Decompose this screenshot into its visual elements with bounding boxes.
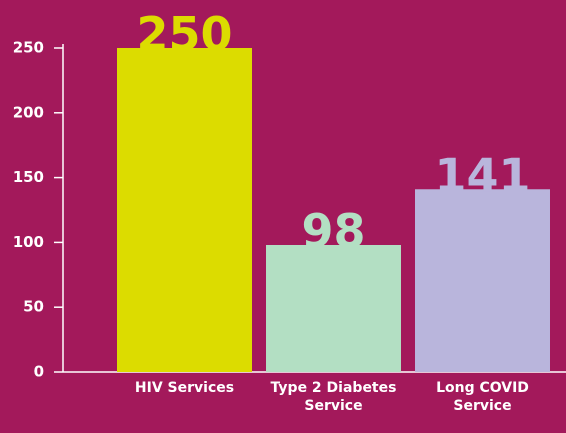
y-tick-label: 200: [13, 103, 44, 121]
x-label-box: Long COVID Service: [436, 380, 529, 414]
bar: [266, 244, 401, 372]
value-label: 98: [301, 204, 365, 258]
y-tick-label: 100: [13, 233, 44, 251]
x-tick-label: HIV Services: [134, 380, 235, 396]
value-label: 250: [136, 7, 232, 61]
bar: [415, 189, 550, 372]
value-label: 141: [434, 148, 530, 202]
x-label-box: HIV Services: [134, 380, 235, 396]
y-tick-label: 250: [13, 39, 44, 57]
x-tick-label: Type 2 Diabetes Service: [270, 380, 397, 414]
x-tick-label: Long COVID Service: [436, 380, 529, 414]
x-label-box: Type 2 Diabetes Service: [270, 380, 397, 414]
y-tick-label: 0: [34, 363, 44, 381]
y-tick-label: 50: [23, 298, 44, 316]
bar: [117, 48, 252, 372]
y-tick-label: 150: [13, 168, 44, 186]
